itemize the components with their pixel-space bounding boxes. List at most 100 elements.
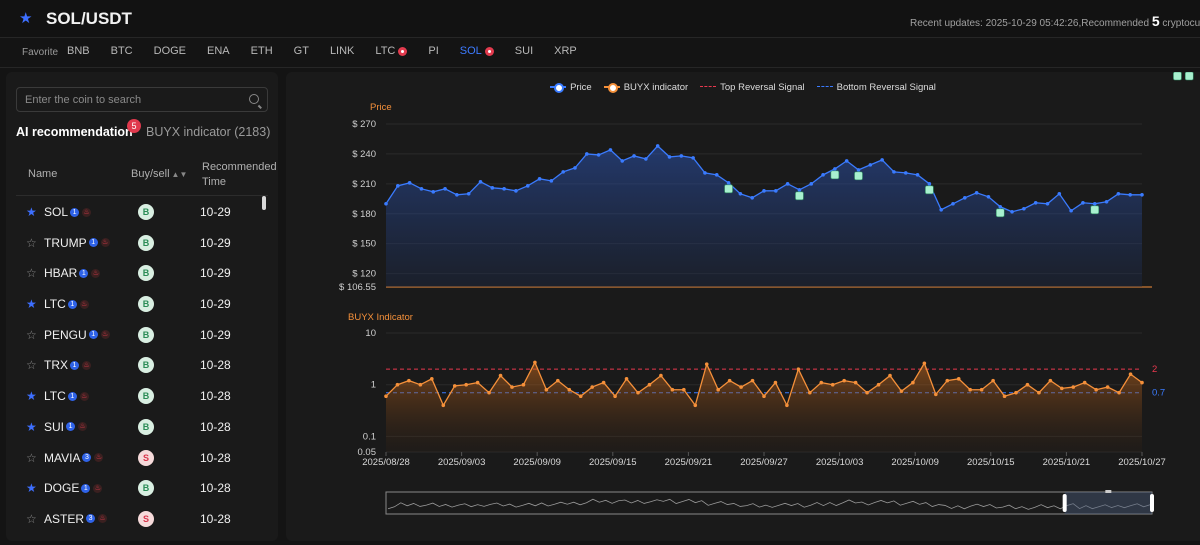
price-point [750,195,754,200]
legend-price[interactable]: Price [550,80,592,94]
price-point [951,201,955,206]
favorite-star-icon[interactable]: ☆ [26,327,37,342]
legend-buyx[interactable]: BUYX indicator [603,80,688,94]
coin-symbol-text: SUI [44,419,65,434]
tab-ai-recommendation[interactable]: AI recommendation [16,125,133,139]
buyx-point [830,382,835,387]
tab-buyx-indicator[interactable]: BUYX indicator (2183) [146,125,271,139]
favorite-coin-ena[interactable]: ENA [207,45,230,57]
table-row[interactable]: ☆ ASTER 3 ♨ S 10-28 [16,504,268,535]
col-buysell-header[interactable]: Buy/sell ▲▼ [131,168,187,180]
buyx-point [1014,390,1018,395]
price-point [1069,208,1073,213]
buyx-point [899,389,904,393]
favorite-star-icon[interactable]: ★ [26,389,37,404]
favorite-star-icon[interactable]: ☆ [26,450,37,465]
table-row[interactable]: ☆ TRX 1 ♨ B 10-28 [16,350,268,381]
fire-icon: ♨ [91,268,101,278]
favorite-star-icon[interactable]: ☆ [26,358,37,373]
sort-icon[interactable]: ▲▼ [171,170,188,179]
price-point [821,173,825,177]
buyx-point [1082,380,1087,385]
table-row[interactable]: ★ LTC 1 ♨ B 10-29 [16,289,268,320]
table-row[interactable]: ☆ PENGU 1 ♨ B 10-29 [16,320,268,351]
favorite-coin-sol[interactable]: SOL [460,45,494,57]
buyx-point [441,403,446,408]
price-point [490,186,495,190]
price-point [1092,201,1097,206]
coin-symbol-text: PENGU [44,327,87,342]
col-time-line2: Time [202,176,227,188]
legend-price-icon [550,83,567,93]
favorite-star-icon[interactable]: ★ [26,297,37,312]
favorite-coin-label: LTC [375,45,396,57]
table-row[interactable]: ★ SUI 1 ♨ B 10-28 [16,412,268,443]
favorite-coin-eth[interactable]: ETH [251,45,273,57]
legend-bottom-reversal[interactable]: Bottom Reversal Signal [816,80,936,94]
buyx-point [407,378,411,383]
coin-symbol: SUI 1 ♨ [44,419,88,434]
price-point [573,166,577,170]
price-buyx-chart[interactable]: Price $ 270 $ 240 $ 210 $ 180 $ 150 $ 120 $ 106… [286,72,1200,541]
price-point [537,177,542,181]
price-point [632,154,636,158]
signal-badge: S [138,449,154,466]
favorite-coin-label: BNB [67,45,90,57]
favorite-star-icon[interactable]: ★ [19,10,33,27]
recommended-date: 10-28 [200,389,231,404]
favorite-star-icon[interactable]: ☆ [26,235,37,250]
favorite-coin-pi[interactable]: PI [428,45,438,57]
search-icon[interactable] [249,94,259,104]
col-name-header: Name [28,168,58,180]
level-badge: 1 [67,391,77,401]
favorite-coin-bnb[interactable]: BNB [67,45,90,57]
table-row[interactable]: ★ SOL 1 ♨ B 10-29 [16,197,268,228]
buyx-point [452,384,457,388]
buyx-point [956,377,961,381]
buyx-point [853,380,858,385]
fire-icon: ♨ [94,453,104,462]
favorite-coin-sui[interactable]: SUI [515,45,533,57]
table-row[interactable]: ☆ HBAR 1 ♨ B 10-29 [16,258,268,289]
price-point [443,187,447,191]
table-row[interactable]: ☆ MAVIA 3 ♨ S 10-28 [16,443,268,474]
signal-badge: B [138,204,154,220]
favorite-coin-xrp[interactable]: XRP [554,45,577,57]
table-row[interactable]: ★ DOGE 1 ♨ B 10-28 [16,473,268,504]
table-row[interactable]: ★ LTC 1 ♨ B 10-28 [16,381,268,412]
favorite-star-icon[interactable]: ☆ [26,511,37,526]
coin-symbol-text: LTC [44,389,66,404]
price-point [1022,206,1026,211]
price-point [1128,193,1132,197]
favorite-coin-btc[interactable]: BTC [111,45,133,57]
favorite-coin-link[interactable]: LINK [330,45,354,57]
price-point [903,171,908,175]
favorite-star-icon[interactable]: ★ [26,481,37,496]
favorite-coin-ltc[interactable]: LTC [375,45,408,57]
favorite-star-icon[interactable]: ★ [26,419,37,434]
x-tick-label: 2025/09/27 [740,457,788,468]
price-point [833,167,837,171]
recommended-date: 10-28 [200,358,231,373]
favorite-coin-doge[interactable]: DOGE [154,45,186,57]
buyx-point [1002,394,1007,398]
legend-top-reversal[interactable]: Top Reversal Signal [700,80,805,94]
buyx-point [636,390,640,395]
price-point [502,187,506,191]
buy-marker-icon [1184,72,1194,81]
buyx-point [750,378,755,383]
x-tick-label: 2025/09/15 [589,457,637,468]
price-tick-label: $ 180 [352,209,376,220]
coin-search-input[interactable] [25,92,240,108]
price-point [667,155,672,159]
favorite-coin-gt[interactable]: GT [294,45,309,57]
buyx-point [704,362,709,366]
page-title: SOL/USDT [46,9,132,28]
table-row[interactable]: ☆ TRUMP 1 ♨ B 10-29 [16,228,268,259]
price-point [679,154,684,158]
favorite-star-icon[interactable]: ★ [26,205,37,219]
buyx-point [1071,385,1076,389]
signal-badge: B [138,234,154,251]
list-scrollbar[interactable] [262,196,266,210]
favorite-star-icon[interactable]: ☆ [26,266,37,281]
